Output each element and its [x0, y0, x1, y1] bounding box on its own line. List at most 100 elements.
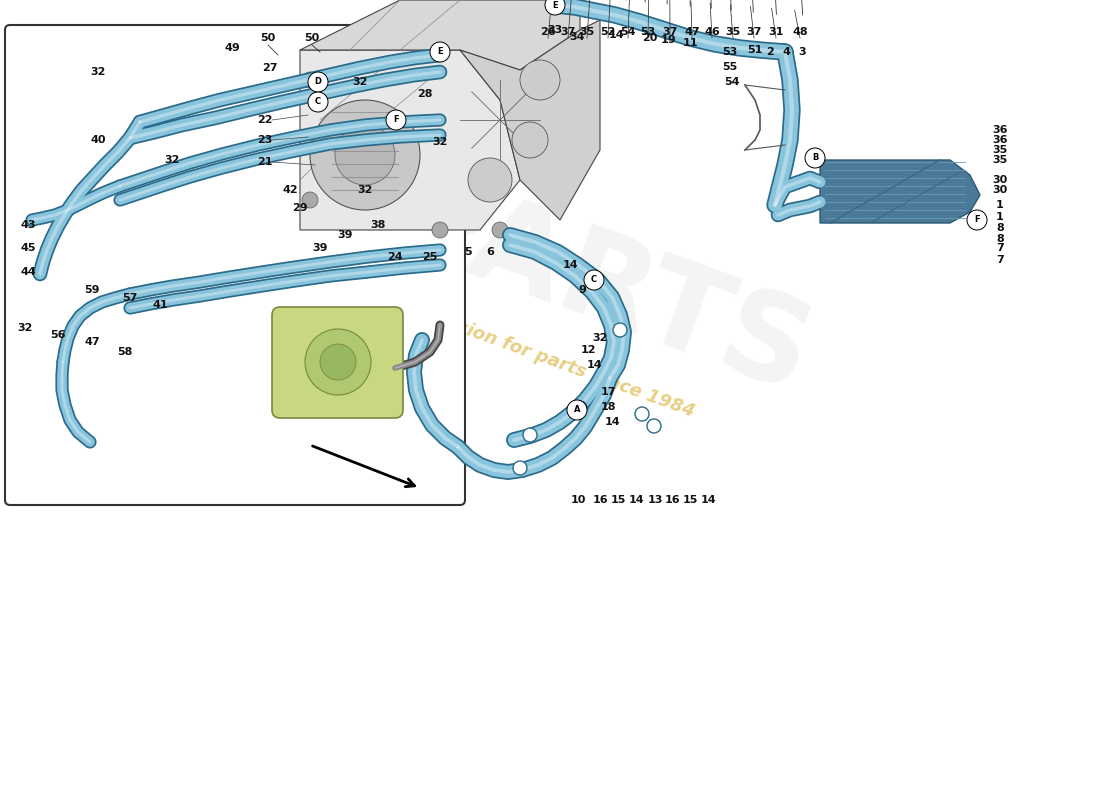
Circle shape: [544, 0, 565, 15]
Text: 26: 26: [540, 27, 556, 37]
Text: 58: 58: [118, 347, 133, 357]
Text: 52: 52: [601, 27, 616, 37]
Text: 53: 53: [723, 47, 738, 57]
Text: 38: 38: [371, 220, 386, 230]
Text: 7: 7: [997, 243, 1004, 253]
FancyBboxPatch shape: [272, 307, 403, 418]
Text: 47: 47: [85, 337, 100, 347]
Text: 8: 8: [997, 223, 1004, 233]
Text: 16: 16: [592, 495, 608, 505]
Text: 42: 42: [283, 185, 298, 195]
Text: 15: 15: [682, 495, 697, 505]
Text: 49: 49: [224, 43, 240, 53]
Text: 59: 59: [85, 285, 100, 295]
Circle shape: [308, 92, 328, 112]
Circle shape: [305, 329, 371, 395]
Text: a passion for parts since 1984: a passion for parts since 1984: [403, 299, 697, 421]
Text: 14: 14: [701, 495, 716, 505]
Circle shape: [512, 122, 548, 158]
Text: 32: 32: [592, 333, 607, 343]
Text: 32: 32: [358, 185, 373, 195]
Text: 14: 14: [628, 495, 643, 505]
Text: A: A: [574, 406, 581, 414]
Text: 55: 55: [723, 62, 738, 72]
Text: 9: 9: [579, 285, 586, 295]
Text: 18: 18: [601, 402, 616, 412]
Text: 25: 25: [422, 252, 438, 262]
Circle shape: [584, 270, 604, 290]
Text: 17: 17: [601, 387, 616, 397]
Text: 27: 27: [262, 63, 277, 73]
Circle shape: [573, 401, 587, 415]
Circle shape: [302, 192, 318, 208]
Text: 32: 32: [432, 137, 448, 147]
Circle shape: [308, 72, 328, 92]
Circle shape: [320, 344, 356, 380]
Text: 15: 15: [610, 495, 626, 505]
Text: 54: 54: [620, 27, 636, 37]
Text: 41: 41: [152, 300, 168, 310]
Text: 29: 29: [293, 203, 308, 213]
Circle shape: [336, 125, 395, 185]
Text: 22: 22: [257, 115, 273, 125]
FancyBboxPatch shape: [6, 25, 465, 505]
Text: 21: 21: [257, 157, 273, 167]
Text: 11: 11: [682, 38, 697, 48]
Text: E: E: [437, 47, 443, 57]
Polygon shape: [820, 160, 980, 223]
Circle shape: [492, 222, 508, 238]
Text: 20: 20: [642, 33, 658, 43]
Text: 39: 39: [312, 243, 328, 253]
Text: C: C: [315, 98, 321, 106]
Circle shape: [635, 407, 649, 421]
Text: 32: 32: [164, 155, 179, 165]
Text: 16: 16: [666, 495, 681, 505]
Text: 1: 1: [997, 212, 1004, 222]
Text: 39: 39: [338, 230, 353, 240]
Text: 53: 53: [640, 27, 656, 37]
Text: 40: 40: [90, 135, 106, 145]
Text: 5: 5: [464, 247, 472, 257]
Text: 35: 35: [992, 155, 1008, 165]
Circle shape: [613, 323, 627, 337]
Text: D: D: [315, 78, 321, 86]
Circle shape: [432, 222, 448, 238]
Text: C: C: [591, 275, 597, 285]
Text: 57: 57: [122, 293, 138, 303]
Text: 31: 31: [768, 27, 783, 37]
Polygon shape: [300, 50, 520, 230]
Polygon shape: [460, 20, 600, 220]
Text: 23: 23: [257, 135, 273, 145]
Text: B: B: [812, 154, 818, 162]
Text: 8: 8: [997, 234, 1004, 244]
Text: 2: 2: [766, 47, 774, 57]
Text: 30: 30: [992, 185, 1008, 195]
Text: 32: 32: [90, 67, 106, 77]
Circle shape: [805, 148, 825, 168]
Text: 3: 3: [799, 47, 806, 57]
Text: 36: 36: [992, 135, 1008, 145]
Text: 6: 6: [486, 247, 494, 257]
Text: 32: 32: [18, 323, 33, 333]
Text: ERPARTS: ERPARTS: [213, 101, 827, 419]
Text: 12: 12: [581, 345, 596, 355]
Text: 50: 50: [305, 33, 320, 43]
Text: 32: 32: [352, 77, 367, 87]
Text: 13: 13: [647, 495, 662, 505]
Text: 47: 47: [684, 27, 700, 37]
Text: 7: 7: [997, 255, 1004, 265]
Text: 14: 14: [587, 360, 603, 370]
Text: E: E: [552, 1, 558, 10]
Circle shape: [386, 110, 406, 130]
Text: 50: 50: [261, 33, 276, 43]
Text: 30: 30: [992, 175, 1008, 185]
Text: 48: 48: [792, 27, 807, 37]
Circle shape: [468, 158, 512, 202]
Text: 56: 56: [51, 330, 66, 340]
Text: 28: 28: [417, 89, 432, 99]
Text: 4: 4: [782, 47, 790, 57]
Text: 14: 14: [608, 30, 624, 40]
Text: 34: 34: [570, 32, 585, 42]
Circle shape: [310, 100, 420, 210]
Text: 54: 54: [724, 77, 739, 87]
